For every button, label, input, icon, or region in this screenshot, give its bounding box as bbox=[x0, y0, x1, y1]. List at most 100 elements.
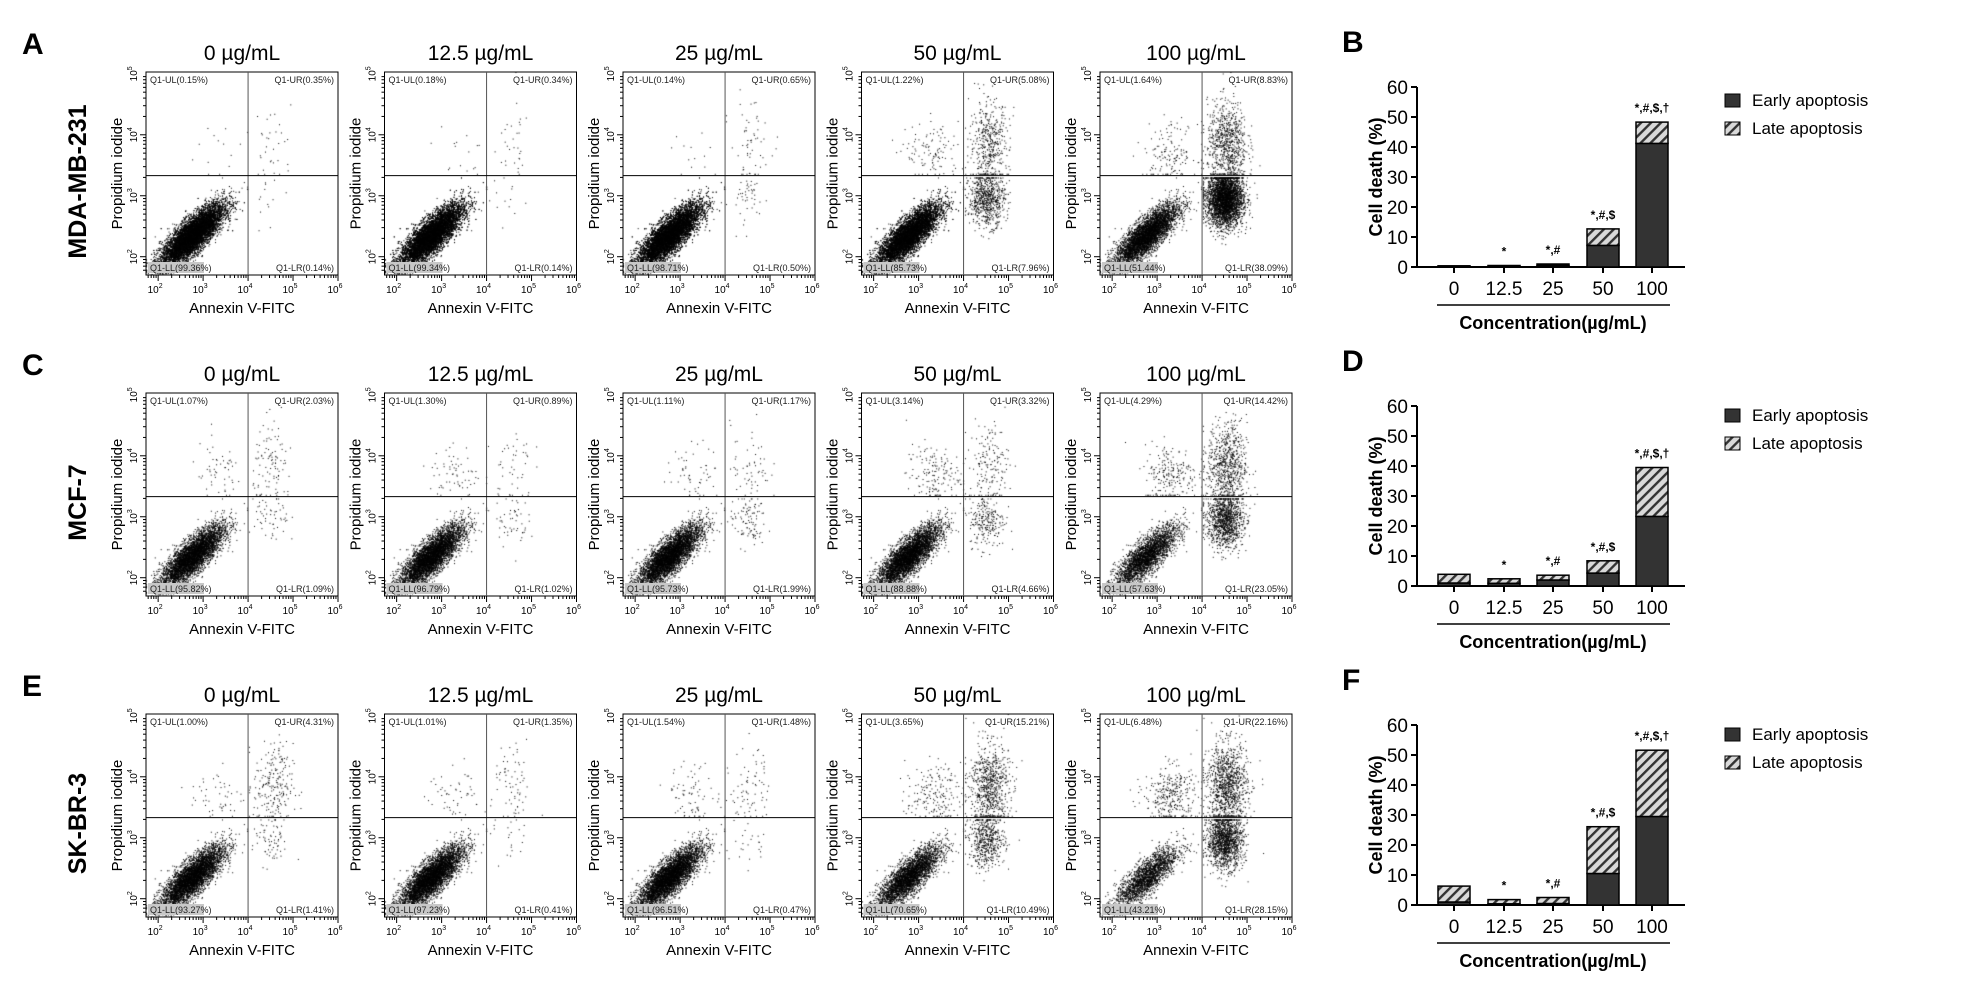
flow-plot: 25 µg/mL Q1-UL(1.54%) Q1-UR(1.48%) Q1-LL(96… bbox=[586, 684, 820, 959]
y-tick-label: 105 bbox=[366, 708, 379, 723]
x-tick-label: 12.5 bbox=[1486, 279, 1523, 300]
bar-late-apoptosis bbox=[1586, 228, 1620, 247]
significance-label: * bbox=[1502, 879, 1507, 893]
concentration-title: 100 µg/mL bbox=[1146, 363, 1246, 386]
x-tick-label: 103 bbox=[193, 925, 208, 938]
y-tick-label: 102 bbox=[127, 891, 140, 906]
y-axis-label: Propidium iodide bbox=[1063, 118, 1080, 230]
x-tick-label: 105 bbox=[760, 925, 775, 938]
x-tick-label: 105 bbox=[283, 604, 298, 617]
flow-plot: 12.5 µg/mL Q1-UL(0.18%) Q1-UR(0.34%) Q1-LL(… bbox=[348, 42, 582, 317]
y-axis-label: Propidium iodide bbox=[348, 760, 365, 872]
quadrant-lr-label: Q1-LR(0.50%) bbox=[753, 263, 811, 273]
quadrant-lr-label: Q1-LR(38.09%) bbox=[1225, 263, 1288, 273]
flow-plot: 100 µg/mL Q1-UL(4.29%) Q1-UR(14.42%) Q1-LL(… bbox=[1063, 363, 1297, 638]
x-tick-label: 104 bbox=[476, 283, 491, 296]
x-tick-label: 0 bbox=[1449, 598, 1460, 619]
x-axis-label: Annexin V-FITC bbox=[905, 300, 1011, 317]
x-tick-label: 104 bbox=[715, 604, 730, 617]
cell-line-label: MDA-MB-231 bbox=[64, 104, 92, 258]
y-tick-label: 0 bbox=[1397, 896, 1408, 917]
quadrant-ul-label: Q1-UL(6.48%) bbox=[1104, 717, 1162, 727]
x-tick-label: 50 bbox=[1592, 279, 1613, 300]
quadrant-ur-label: Q1-UR(8.83%) bbox=[1228, 75, 1288, 85]
quadrant-ul-label: Q1-UL(0.18%) bbox=[389, 75, 447, 85]
y-tick-label: 105 bbox=[127, 387, 140, 402]
significance-label: *,#,$ bbox=[1591, 208, 1616, 222]
quadrant-ur-label: Q1-UR(3.32%) bbox=[990, 396, 1050, 406]
bar-early-apoptosis bbox=[1635, 142, 1669, 268]
bar-late-apoptosis bbox=[1536, 574, 1570, 581]
x-tick-label: 102 bbox=[863, 283, 878, 296]
x-tick-label: 104 bbox=[953, 925, 968, 938]
plot-frame bbox=[145, 392, 339, 597]
y-tick-label: 105 bbox=[366, 66, 379, 81]
y-axis-label: Propidium iodide bbox=[348, 439, 365, 551]
x-axis-title: Concentration(µg/mL) bbox=[1459, 313, 1646, 333]
x-axis-label: Annexin V-FITC bbox=[428, 942, 534, 959]
quadrant-ll-label: Q1-LL(51.44%) bbox=[1104, 263, 1166, 273]
y-tick-label: 103 bbox=[604, 830, 617, 845]
quadrant-ll-highlight bbox=[148, 262, 204, 273]
scatter-points bbox=[861, 714, 1054, 917]
plot-frame bbox=[1099, 713, 1293, 918]
quadrant-ur-label: Q1-UR(4.31%) bbox=[274, 717, 334, 727]
y-tick-label: 104 bbox=[843, 127, 856, 142]
concentration-title: 25 µg/mL bbox=[675, 42, 763, 65]
bar-early-apoptosis bbox=[1586, 872, 1620, 906]
cell-line-label: SK-BR-3 bbox=[64, 773, 92, 874]
x-tick-label: 103 bbox=[1147, 925, 1162, 938]
x-tick-label: 12.5 bbox=[1486, 917, 1523, 938]
quadrant-ll-highlight bbox=[1102, 583, 1158, 594]
scatter-points bbox=[146, 714, 338, 917]
quadrant-ul-label: Q1-UL(4.29%) bbox=[1104, 396, 1162, 406]
quadrant-ll-label: Q1-LL(43.21%) bbox=[1104, 905, 1166, 915]
y-tick-label: 104 bbox=[366, 769, 379, 784]
quadrant-lr-label: Q1-LR(4.66%) bbox=[991, 584, 1049, 594]
y-tick-label: 103 bbox=[127, 509, 140, 524]
x-axis-label: Annexin V-FITC bbox=[189, 300, 295, 317]
y-tick-label: 103 bbox=[1081, 830, 1094, 845]
quadrant-ur-label: Q1-UR(1.48%) bbox=[751, 717, 811, 727]
x-tick-label: 102 bbox=[386, 604, 401, 617]
y-tick-label: 104 bbox=[366, 448, 379, 463]
panel-label: D bbox=[1342, 345, 1364, 378]
x-tick-label: 103 bbox=[1147, 604, 1162, 617]
y-tick-label: 103 bbox=[366, 830, 379, 845]
flow-plot: 50 µg/mL Q1-UL(3.65%) Q1-UR(15.21%) Q1-LL(7… bbox=[825, 684, 1059, 959]
quadrant-ll-label: Q1-LL(98.71%) bbox=[627, 263, 689, 273]
quadrant-ur-label: Q1-UR(5.08%) bbox=[990, 75, 1050, 85]
flow-plot: 0 µg/mL Q1-UL(1.07%) Q1-UR(2.03%) Q1-LL(95.… bbox=[109, 363, 343, 638]
significance-label: *,#,$ bbox=[1591, 540, 1616, 554]
quadrant-ur-label: Q1-UR(14.42%) bbox=[1223, 396, 1288, 406]
quadrant-ur-label: Q1-UR(15.21%) bbox=[985, 717, 1050, 727]
x-tick-label: 102 bbox=[148, 925, 163, 938]
bar-late-apoptosis bbox=[1487, 264, 1521, 268]
x-tick-label: 12.5 bbox=[1486, 598, 1523, 619]
quadrant-ur-label: Q1-UR(0.89%) bbox=[513, 396, 573, 406]
y-tick-label: 102 bbox=[604, 249, 617, 264]
bar-late-apoptosis bbox=[1487, 578, 1521, 585]
concentration-title: 12.5 µg/mL bbox=[428, 42, 534, 65]
y-tick-label: 50 bbox=[1387, 427, 1408, 448]
flow-plot: 0 µg/mL Q1-UL(0.15%) Q1-UR(0.35%) Q1-LL(99.… bbox=[109, 42, 343, 317]
y-axis-label: Propidium iodide bbox=[1063, 439, 1080, 551]
concentration-title: 0 µg/mL bbox=[204, 42, 280, 65]
significance-label: *,# bbox=[1546, 554, 1561, 568]
legend-swatch-early bbox=[1724, 727, 1741, 742]
y-tick-label: 20 bbox=[1387, 836, 1408, 857]
y-tick-label: 40 bbox=[1387, 776, 1408, 797]
scatter-points bbox=[623, 714, 815, 917]
plot-frame bbox=[622, 713, 816, 918]
y-axis-title: Cell death (%) bbox=[1366, 755, 1386, 874]
x-tick-label: 104 bbox=[238, 925, 253, 938]
bar-early-apoptosis bbox=[1635, 815, 1669, 906]
x-tick-label: 103 bbox=[670, 604, 685, 617]
x-tick-label: 104 bbox=[1192, 925, 1207, 938]
bar-early-apoptosis bbox=[1586, 244, 1620, 268]
y-tick-label: 102 bbox=[366, 249, 379, 264]
legend-swatch-early bbox=[1724, 93, 1741, 108]
y-tick-label: 102 bbox=[1081, 891, 1094, 906]
y-tick-label: 102 bbox=[1081, 570, 1094, 585]
